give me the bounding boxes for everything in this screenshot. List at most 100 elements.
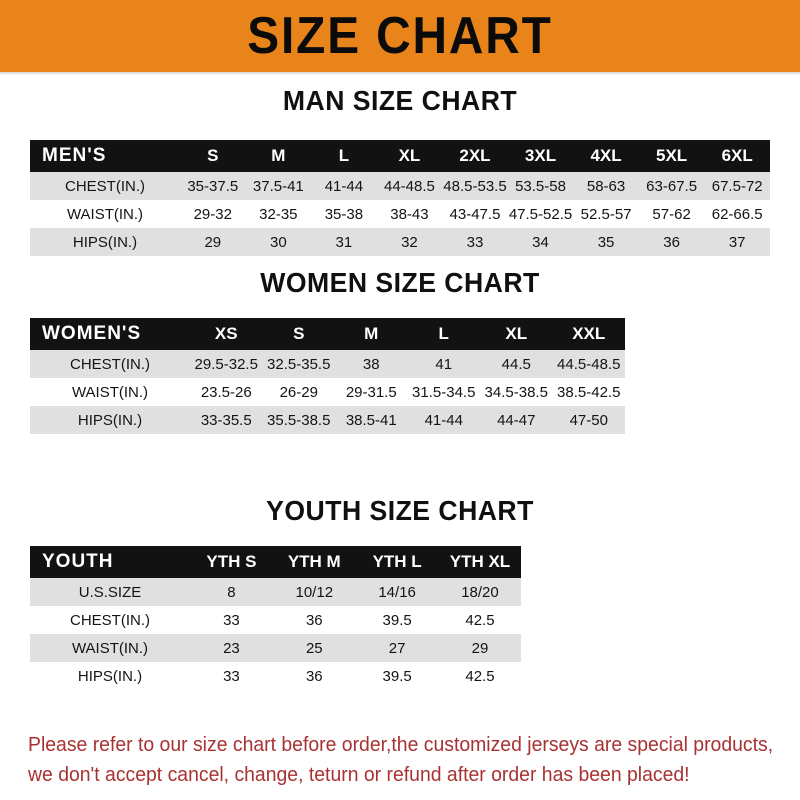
men-measurement-cell: 47.5-52.5 xyxy=(507,200,574,228)
youth-section-title: YOUTH SIZE CHART xyxy=(266,495,534,526)
men-row-label: WAIST(IN.) xyxy=(30,200,181,228)
page-banner: SIZE CHART xyxy=(0,0,800,72)
youth-column-header: YTH XL xyxy=(438,546,522,578)
women-row-label: CHEST(IN.) xyxy=(30,350,190,378)
footer-line-2: we don't accept cancel, change, teturn o… xyxy=(28,764,690,786)
women-measurement-cell: 38.5-42.5 xyxy=(552,378,625,406)
banner-shadow xyxy=(0,72,800,75)
women-table-head: WOMEN'S XS S M L XL XXL xyxy=(30,318,770,350)
women-measurement-cell: 38.5-41 xyxy=(335,406,408,434)
men-measurement-cell: 31 xyxy=(311,228,377,256)
youth-measurement-cell: 33 xyxy=(190,662,273,690)
women-size-table: WOMEN'S XS S M L XL XXL CHEST(IN.) 29.5-32.5 32.… xyxy=(30,318,770,434)
youth-cell-empty xyxy=(687,578,770,606)
men-measurement-cell: 35-37.5 xyxy=(180,172,246,200)
youth-measurement-cell: 36 xyxy=(272,606,356,634)
women-measurement-cell: 29-31.5 xyxy=(335,378,408,406)
men-measurement-cell: 67.5-72 xyxy=(704,172,770,200)
women-cell-empty xyxy=(625,406,698,434)
table-row: WAIST(IN.) 23.5-26 26-29 29-31.5 31.5-34.5 34… xyxy=(30,378,770,406)
men-size-table: MEN'S S M L XL 2XL 3XL 4XL 5XL 6XL CHEST(IN.) 35-3… xyxy=(30,140,770,256)
men-measurement-cell: 30 xyxy=(245,228,312,256)
women-measurement-cell: 32.5-35.5 xyxy=(262,350,335,378)
men-row-label: HIPS(IN.) xyxy=(30,228,181,256)
table-row: U.S.SIZE 8 10/12 14/16 18/20 xyxy=(30,578,770,606)
youth-cell-empty xyxy=(521,606,605,634)
men-table-head: MEN'S S M L XL 2XL 3XL 4XL 5XL 6XL xyxy=(30,140,770,172)
women-measurement-cell: 47-50 xyxy=(552,406,625,434)
women-table-corner-label: WOMEN'S xyxy=(30,318,190,350)
youth-table-head: YOUTH YTH S YTH M YTH L YTH XL xyxy=(30,546,770,578)
women-measurement-cell: 44.5 xyxy=(480,350,553,378)
men-measurement-cell: 37 xyxy=(704,228,770,256)
table-row: HIPS(IN.) 29 30 31 32 33 34 35 36 37 xyxy=(30,228,770,256)
men-row-label: CHEST(IN.) xyxy=(30,172,181,200)
youth-cell-empty xyxy=(604,662,688,690)
men-measurement-cell: 38-43 xyxy=(376,200,443,228)
women-cell-empty xyxy=(697,406,770,434)
women-column-header: M xyxy=(335,318,408,350)
men-column-header: 6XL xyxy=(704,140,770,172)
youth-measurement-cell: 29 xyxy=(438,634,522,662)
men-measurement-cell: 43-47.5 xyxy=(442,200,508,228)
youth-size-table: YOUTH YTH S YTH M YTH L YTH XL U.S.SIZE 8 10/1… xyxy=(30,546,770,690)
women-cell-empty xyxy=(625,378,698,406)
men-section-title: MAN SIZE CHART xyxy=(282,85,518,116)
table-row: HIPS(IN.) 33 36 39.5 42.5 xyxy=(30,662,770,690)
youth-measurement-cell: 33 xyxy=(190,606,273,634)
youth-cell-empty xyxy=(687,606,770,634)
women-measurement-cell: 38 xyxy=(335,350,408,378)
youth-cell-empty xyxy=(521,578,605,606)
youth-cell-empty xyxy=(687,662,770,690)
women-cell-empty xyxy=(697,350,770,378)
women-row-label: HIPS(IN.) xyxy=(30,406,190,434)
men-measurement-cell: 63-67.5 xyxy=(638,172,705,200)
women-measurement-cell: 33-35.5 xyxy=(190,406,263,434)
youth-column-header-empty xyxy=(604,546,688,578)
youth-cell-empty xyxy=(604,606,688,634)
men-column-header: 5XL xyxy=(638,140,705,172)
youth-row-label: U.S.SIZE xyxy=(30,578,191,606)
youth-column-header-empty xyxy=(521,546,605,578)
women-measurement-cell: 44-47 xyxy=(480,406,553,434)
women-column-header: XL xyxy=(480,318,553,350)
table-row: WAIST(IN.) 23 25 27 29 xyxy=(30,634,770,662)
youth-cell-empty xyxy=(521,662,605,690)
women-measurement-cell: 41-44 xyxy=(407,406,480,434)
men-measurement-cell: 33 xyxy=(442,228,508,256)
table-row: WAIST(IN.) 29-32 32-35 35-38 38-43 43-47.5 47.… xyxy=(30,200,770,228)
women-measurement-cell: 34.5-38.5 xyxy=(480,378,553,406)
men-measurement-cell: 53.5-58 xyxy=(507,172,574,200)
men-column-header: XL xyxy=(376,140,443,172)
youth-measurement-cell: 10/12 xyxy=(272,578,356,606)
men-measurement-cell: 62-66.5 xyxy=(704,200,770,228)
youth-table-body: U.S.SIZE 8 10/12 14/16 18/20 CHEST(IN.) 33 36 39… xyxy=(30,578,770,690)
men-measurement-cell: 37.5-41 xyxy=(245,172,312,200)
men-measurement-cell: 36 xyxy=(638,228,705,256)
youth-table-corner-label: YOUTH xyxy=(30,546,191,578)
men-measurement-cell: 52.5-57 xyxy=(573,200,639,228)
women-measurement-cell: 29.5-32.5 xyxy=(190,350,263,378)
men-measurement-cell: 35-38 xyxy=(311,200,377,228)
women-measurement-cell: 41 xyxy=(407,350,480,378)
men-measurement-cell: 32-35 xyxy=(245,200,312,228)
youth-cell-empty xyxy=(687,634,770,662)
women-measurement-cell: 31.5-34.5 xyxy=(407,378,480,406)
men-table-body: CHEST(IN.) 35-37.5 37.5-41 41-44 44-48.5 48.5… xyxy=(30,172,770,256)
youth-cell-empty xyxy=(604,634,688,662)
page-title: SIZE CHART xyxy=(247,7,553,65)
youth-row-label: CHEST(IN.) xyxy=(30,606,191,634)
youth-measurement-cell: 27 xyxy=(355,634,439,662)
footer-line-1: Please refer to our size chart before or… xyxy=(28,734,774,756)
men-measurement-cell: 57-62 xyxy=(638,200,705,228)
youth-cell-empty xyxy=(604,578,688,606)
youth-column-header: YTH M xyxy=(272,546,356,578)
youth-measurement-cell: 36 xyxy=(272,662,356,690)
women-cell-empty xyxy=(625,350,698,378)
youth-measurement-cell: 14/16 xyxy=(355,578,439,606)
men-column-header: M xyxy=(245,140,312,172)
men-column-header: 3XL xyxy=(507,140,574,172)
men-measurement-cell: 41-44 xyxy=(311,172,377,200)
women-row-label: WAIST(IN.) xyxy=(30,378,190,406)
